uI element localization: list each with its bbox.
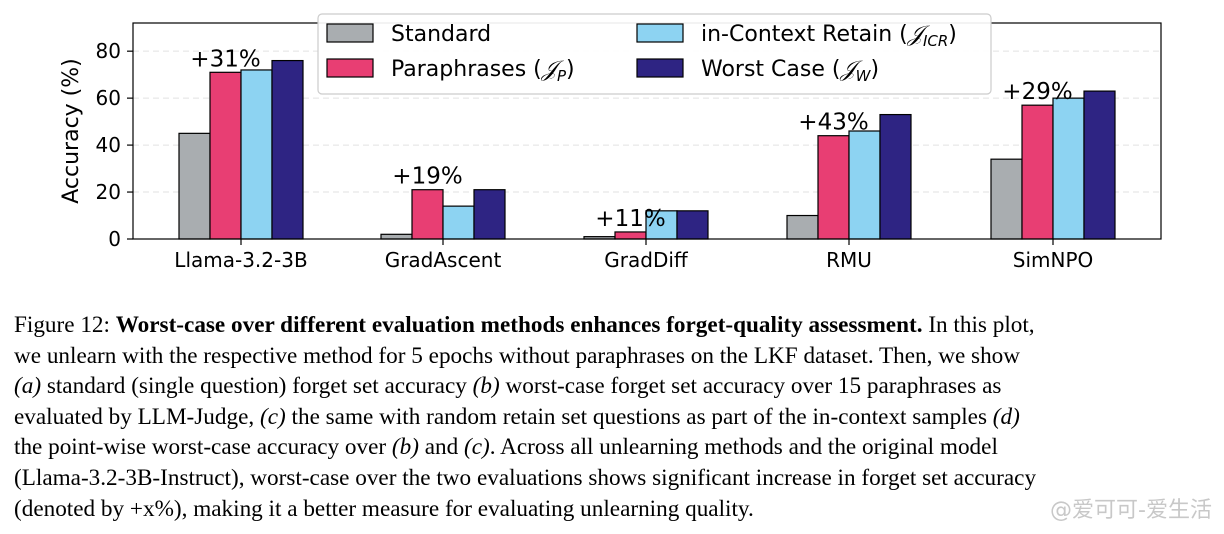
y-tick-label: 40 (96, 133, 121, 157)
caption-marker-c: (c) (259, 403, 286, 430)
annotations: +31% +19% +11% +43% +29% (190, 46, 1072, 232)
bar-gradascent-series-1 (411, 189, 444, 240)
caption-marker-c: (c) (464, 434, 490, 461)
caption-marker-a: (a) (14, 373, 42, 400)
x-tick-label: GradAscent (385, 248, 502, 272)
bar-graddiff-series-2 (645, 210, 678, 240)
caption-marker-b: (b) (391, 434, 419, 461)
increase-annotation: +43% (798, 110, 868, 136)
y-axis-label: Accuracy (%) (59, 58, 84, 204)
bar-llama-3-2-3b-series-1 (209, 71, 242, 240)
caption-marker-d: (d) (992, 403, 1020, 430)
bar-graddiff-series-1 (614, 231, 647, 240)
caption-text: the point-wise worst-case accuracy over (14, 434, 392, 461)
y-ticks: 0 20 40 60 80 (96, 39, 133, 251)
bar-simnpo-series-0 (990, 158, 1023, 240)
bar-rmu-series-2 (848, 130, 881, 240)
y-tick-label: 20 (96, 180, 121, 204)
bar-llama-3-2-3b-series-0 (178, 132, 211, 240)
bar-graddiff-series-3 (676, 210, 709, 240)
legend-label: Paraphrases (𝒥P) (391, 57, 575, 85)
caption-label: Figure 12: (14, 312, 116, 338)
bar-gradascent-series-2 (442, 205, 475, 240)
caption-line-6: (Llama-3.2-3B-Instruct), worst-case over… (14, 464, 1037, 491)
caption-line-2: we unlearn with the respective method fo… (14, 342, 1021, 369)
caption-text: standard (single question) forget set ac… (41, 373, 473, 400)
x-tick-label: GradDiff (604, 248, 689, 272)
caption-line-1: Figure 12: Worst-case over different eva… (14, 310, 1210, 341)
bar-gradascent-series-0 (380, 233, 413, 240)
y-tick-label: 60 (96, 86, 121, 110)
caption-text: the same with random retain set question… (285, 403, 993, 430)
bar-llama-3-2-3b-series-3 (271, 59, 304, 240)
bar-simnpo-series-1 (1021, 104, 1054, 240)
caption-title: Worst-case over different evaluation met… (115, 312, 923, 338)
increase-annotation: +19% (392, 164, 462, 190)
x-ticks: Llama-3.2-3B GradAscent GradDiff RMU SimNPO (174, 239, 1093, 272)
y-tick-label: 80 (96, 39, 121, 63)
caption-text: evaluated by LLM-Judge, (14, 403, 260, 430)
legend-label: Standard (391, 22, 491, 47)
legend-swatch (326, 58, 374, 78)
legend-label: Worst Case (𝒥W) (701, 57, 879, 85)
x-tick-label: SimNPO (1013, 248, 1094, 272)
caption-line-7: (denoted by +x%), making it a better mea… (14, 495, 754, 522)
caption-line-5: the point-wise worst-case accuracy over … (14, 432, 1210, 463)
increase-annotation: +11% (595, 206, 665, 232)
x-tick-label: Llama-3.2-3B (174, 248, 307, 272)
bar-chart: 0 20 40 60 80 Llama-3.2-3B GradAscent GradDiff… (59, 13, 1162, 272)
legend: Standard Paraphrases (𝒥P) in-Context Retai… (317, 13, 992, 95)
increase-annotation: +31% (190, 46, 260, 72)
legend-frame (317, 13, 992, 95)
caption-text: and (418, 434, 465, 461)
bar-simnpo-series-2 (1052, 97, 1085, 240)
caption-line-3: (a) standard (single question) forget se… (14, 371, 1210, 402)
caption-text: . Across all unlearning methods and the … (489, 434, 998, 461)
bar-rmu-series-1 (817, 135, 850, 240)
bars (178, 59, 1116, 240)
caption-text: worst-case forget set accuracy over 15 p… (499, 373, 1002, 400)
bar-llama-3-2-3b-series-2 (240, 69, 273, 240)
caption-text: In this plot, (922, 312, 1035, 338)
legend-swatch (636, 23, 684, 43)
legend-swatch (326, 23, 374, 43)
y-tick-label: 0 (108, 227, 121, 251)
figure-caption: Figure 12: Worst-case over different eva… (14, 310, 1210, 524)
bar-gradascent-series-3 (473, 189, 506, 240)
watermark: @爱可可-爱生活 (1050, 498, 1212, 523)
bar-rmu-series-0 (786, 214, 819, 240)
increase-annotation: +29% (1002, 79, 1072, 105)
x-tick-label: RMU (826, 248, 872, 272)
legend-label: in-Context Retain (𝒥ICR) (701, 22, 957, 50)
bar-rmu-series-3 (879, 113, 912, 240)
bar-simnpo-series-3 (1083, 90, 1116, 240)
legend-swatch (636, 58, 684, 78)
caption-line-4: evaluated by LLM-Judge, (c) the same wit… (14, 402, 1210, 433)
caption-marker-b: (b) (472, 373, 500, 400)
